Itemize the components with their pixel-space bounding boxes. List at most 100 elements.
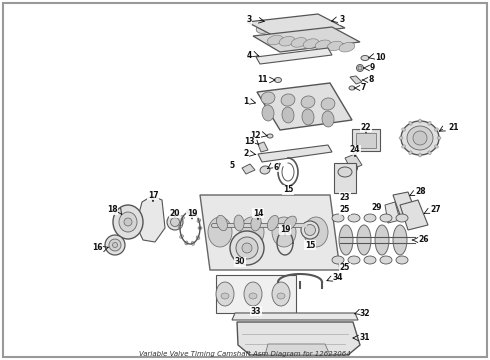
Ellipse shape (407, 126, 433, 150)
Ellipse shape (216, 282, 234, 306)
Polygon shape (247, 14, 345, 36)
Ellipse shape (338, 167, 352, 177)
Text: 32: 32 (360, 309, 370, 318)
Text: 2: 2 (244, 149, 249, 158)
Ellipse shape (402, 128, 405, 131)
Ellipse shape (348, 256, 360, 264)
Text: 26: 26 (418, 235, 428, 244)
Ellipse shape (267, 134, 273, 138)
Ellipse shape (409, 121, 412, 125)
Ellipse shape (244, 282, 262, 306)
Ellipse shape (208, 217, 232, 247)
Ellipse shape (274, 77, 281, 82)
Ellipse shape (358, 66, 362, 70)
Text: 20: 20 (170, 208, 180, 217)
Ellipse shape (321, 98, 335, 110)
Ellipse shape (428, 121, 431, 125)
Ellipse shape (413, 131, 427, 145)
Ellipse shape (267, 35, 283, 45)
Ellipse shape (396, 256, 408, 264)
Ellipse shape (262, 105, 274, 121)
Ellipse shape (277, 293, 285, 299)
Text: 14: 14 (253, 208, 263, 217)
Ellipse shape (399, 136, 403, 139)
Polygon shape (400, 200, 428, 230)
Ellipse shape (437, 136, 441, 139)
Ellipse shape (281, 94, 295, 106)
Ellipse shape (292, 27, 310, 38)
Ellipse shape (113, 243, 118, 248)
Text: 17: 17 (147, 190, 158, 199)
Ellipse shape (396, 214, 408, 222)
Ellipse shape (109, 239, 121, 251)
Text: 25: 25 (340, 206, 350, 215)
Text: 9: 9 (370, 63, 375, 72)
Text: 11: 11 (258, 76, 268, 85)
Ellipse shape (357, 225, 371, 255)
Ellipse shape (280, 26, 298, 36)
Polygon shape (257, 83, 352, 130)
Ellipse shape (291, 37, 307, 47)
Polygon shape (232, 313, 358, 320)
Ellipse shape (375, 225, 389, 255)
Ellipse shape (322, 111, 334, 127)
Ellipse shape (316, 30, 334, 41)
Ellipse shape (185, 241, 188, 245)
Text: 31: 31 (360, 333, 370, 342)
Text: 10: 10 (375, 53, 386, 62)
Text: 6: 6 (273, 162, 278, 171)
Ellipse shape (260, 166, 270, 174)
Ellipse shape (105, 235, 125, 255)
Ellipse shape (171, 217, 179, 226)
Ellipse shape (242, 243, 252, 253)
Ellipse shape (364, 214, 376, 222)
Text: 4: 4 (246, 50, 252, 59)
Ellipse shape (261, 92, 275, 104)
Text: 13: 13 (245, 138, 255, 147)
Polygon shape (265, 344, 330, 355)
Ellipse shape (221, 293, 229, 299)
Ellipse shape (167, 214, 183, 230)
Text: 19: 19 (187, 208, 197, 217)
Text: 30: 30 (235, 257, 245, 266)
Ellipse shape (348, 163, 358, 172)
Text: 25: 25 (340, 264, 350, 273)
Text: 15: 15 (283, 185, 293, 194)
Ellipse shape (418, 119, 421, 123)
Ellipse shape (304, 217, 328, 247)
Text: 5: 5 (230, 161, 235, 170)
Ellipse shape (348, 214, 360, 222)
Polygon shape (258, 145, 332, 162)
Ellipse shape (268, 215, 279, 230)
Ellipse shape (380, 214, 392, 222)
Text: 1: 1 (243, 98, 248, 107)
Text: 21: 21 (448, 122, 459, 131)
Ellipse shape (409, 151, 412, 154)
Text: 27: 27 (430, 206, 441, 215)
Text: 16: 16 (93, 243, 103, 252)
Ellipse shape (357, 64, 364, 72)
Ellipse shape (180, 235, 183, 238)
Ellipse shape (435, 128, 439, 131)
Ellipse shape (282, 107, 294, 123)
Text: 3: 3 (246, 15, 252, 24)
Ellipse shape (332, 214, 344, 222)
Ellipse shape (304, 29, 322, 39)
Ellipse shape (193, 212, 196, 216)
Polygon shape (200, 195, 340, 270)
Polygon shape (393, 192, 415, 215)
Ellipse shape (113, 205, 143, 239)
Text: 8: 8 (368, 76, 373, 85)
Bar (356, 132, 376, 148)
Ellipse shape (249, 293, 257, 299)
Ellipse shape (418, 153, 421, 157)
Bar (352, 129, 380, 151)
Ellipse shape (236, 237, 258, 259)
Ellipse shape (339, 225, 353, 255)
Polygon shape (136, 196, 165, 242)
Ellipse shape (178, 225, 182, 228)
Ellipse shape (234, 215, 244, 231)
Ellipse shape (256, 23, 274, 33)
Ellipse shape (279, 36, 295, 46)
Bar (216, 275, 296, 313)
